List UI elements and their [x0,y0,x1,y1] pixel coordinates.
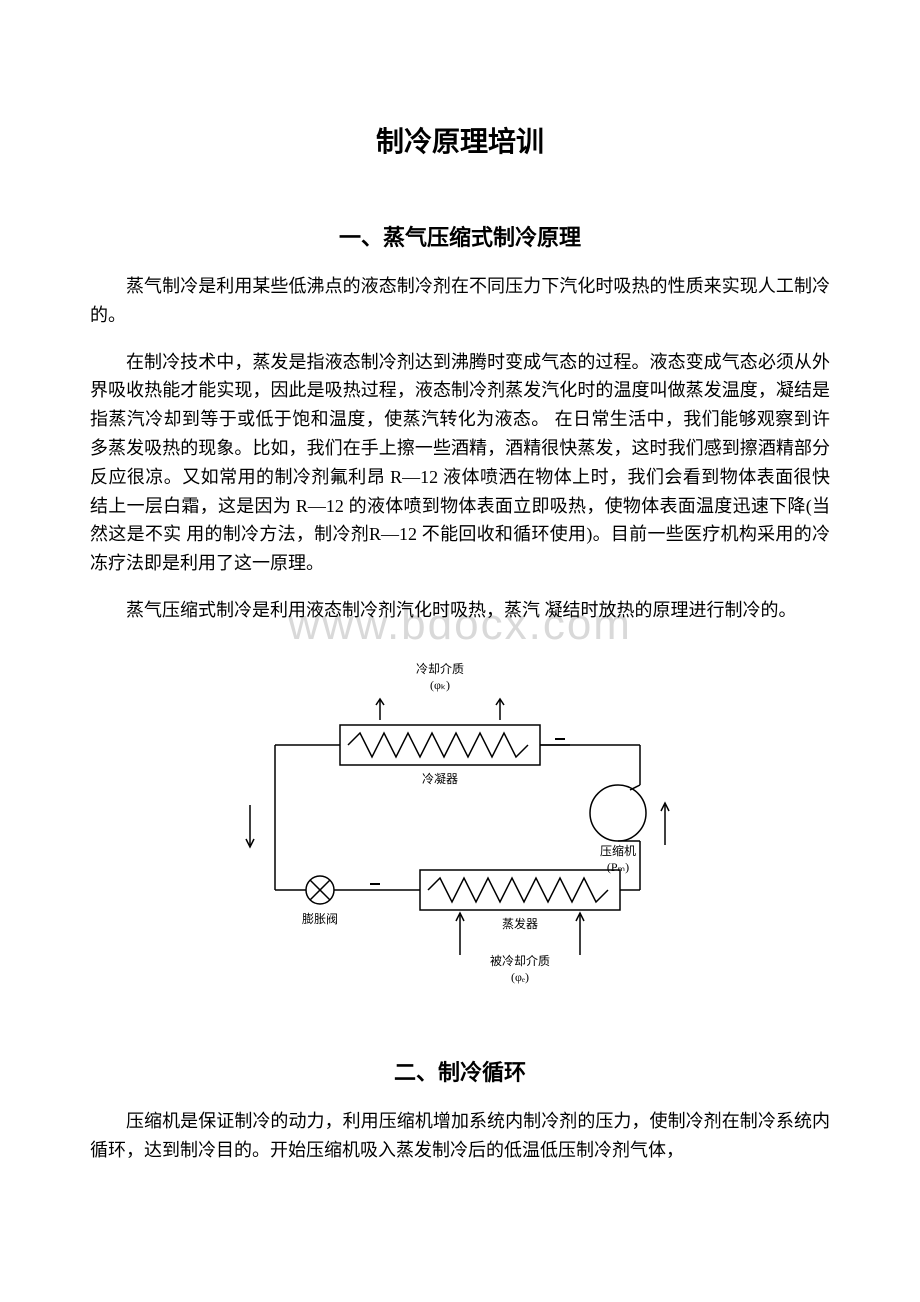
paragraph-1-2: 在制冷技术中，蒸发是指液态制冷剂达到沸腾时变成气态的过程。液态变成气态必须从外界… [90,348,830,578]
paragraph-2-1: 压缩机是保证制冷的动力，利用压缩机增加系统内制冷剂的压力，使制冷剂在制冷系统内循… [90,1107,830,1165]
section-heading-1: 一、蒸气压缩式制冷原理 [90,220,830,252]
paragraph-1-1: 蒸气制冷是利用某些低沸点的液态制冷剂在不同压力下汽化时吸热的性质来实现人工制冷的… [90,272,830,330]
section-heading-2: 二、制冷循环 [90,1055,830,1087]
paragraph-1-3: 蒸气压缩式制冷是利用液态制冷剂汽化时吸热，蒸汽 凝结时放热的原理进行制冷的。 [90,596,830,625]
diagram-label-expansion-valve: 膨胀阀 [302,912,338,926]
diagram-label-cooling-medium-symbol: (φₖ) [430,678,450,692]
diagram-label-cooling-medium: 冷却介质 [416,662,464,676]
diagram-label-evaporator: 蒸发器 [502,916,538,931]
diagram-label-compressor-symbol: (Pₘ) [607,860,629,874]
page-title: 制冷原理培训 [90,120,830,160]
diagram-label-compressor: 压缩机 [600,843,636,858]
refrigeration-cycle-diagram: 冷却介质 (φₖ) 冷凝器 [90,655,830,995]
diagram-label-cooled-medium-symbol: (φₑ) [511,970,529,984]
diagram-label-condenser: 冷凝器 [422,771,458,786]
diagram-label-cooled-medium: 被冷却介质 [490,954,550,968]
